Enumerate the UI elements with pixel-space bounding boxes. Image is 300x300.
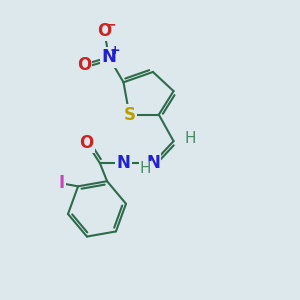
Text: H: H: [140, 161, 151, 176]
Text: +: +: [110, 44, 120, 57]
Text: N: N: [117, 154, 130, 172]
Text: −: −: [105, 18, 117, 32]
Text: O: O: [80, 134, 94, 152]
Text: S: S: [123, 106, 135, 124]
Text: N: N: [101, 48, 116, 66]
Text: I: I: [59, 174, 65, 192]
Text: H: H: [185, 131, 196, 146]
Text: O: O: [97, 22, 112, 40]
Text: N: N: [146, 154, 160, 172]
Text: O: O: [76, 56, 91, 74]
